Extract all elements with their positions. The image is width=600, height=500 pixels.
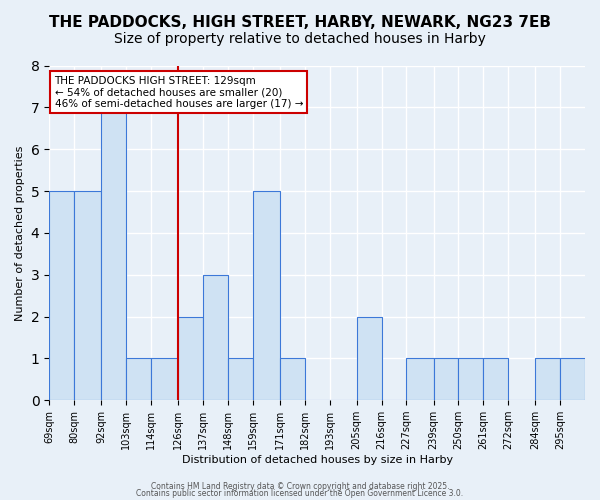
Text: Size of property relative to detached houses in Harby: Size of property relative to detached ho… [114,32,486,46]
Bar [203,274,228,400]
Bar [101,108,126,400]
Bar [458,358,483,400]
Bar [535,358,560,400]
Text: THE PADDOCKS, HIGH STREET, HARBY, NEWARK, NG23 7EB: THE PADDOCKS, HIGH STREET, HARBY, NEWARK… [49,15,551,30]
Text: Contains HM Land Registry data © Crown copyright and database right 2025.: Contains HM Land Registry data © Crown c… [151,482,449,491]
Bar [49,191,74,400]
Bar [356,316,382,400]
Bar [434,358,458,400]
Bar [560,358,585,400]
Text: THE PADDOCKS HIGH STREET: 129sqm
← 54% of detached houses are smaller (20)
46% o: THE PADDOCKS HIGH STREET: 129sqm ← 54% o… [55,76,303,108]
Bar [74,191,101,400]
Bar [253,191,280,400]
Bar [178,316,203,400]
Bar [483,358,508,400]
Bar [280,358,305,400]
Bar [228,358,253,400]
Y-axis label: Number of detached properties: Number of detached properties [15,145,25,320]
Bar [406,358,434,400]
Text: Contains public sector information licensed under the Open Government Licence 3.: Contains public sector information licen… [136,490,464,498]
X-axis label: Distribution of detached houses by size in Harby: Distribution of detached houses by size … [182,455,452,465]
Bar [151,358,178,400]
Bar [126,358,151,400]
